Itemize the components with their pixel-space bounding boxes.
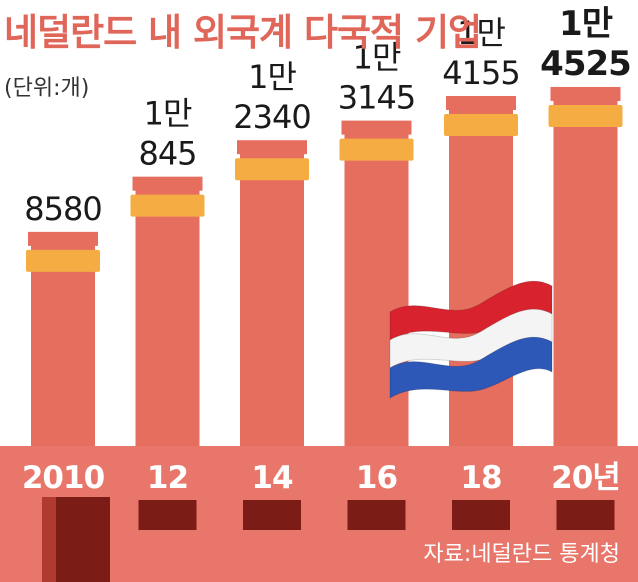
- chimney-bar: [553, 90, 618, 447]
- value-label: 4525: [540, 44, 631, 84]
- chimney-bar: [449, 99, 513, 448]
- factory-window: [243, 500, 301, 530]
- x-tick-label: 12: [147, 460, 188, 496]
- value-label: 1만: [248, 58, 296, 96]
- chimney-bar: [344, 124, 409, 447]
- chimney-cap: [132, 176, 203, 191]
- value-label: 4155: [442, 54, 519, 92]
- value-label: 1만: [353, 39, 401, 77]
- factory-window: [556, 500, 615, 530]
- flag-red-stripe: [389, 280, 553, 341]
- value-label: 1만: [457, 14, 505, 52]
- x-tick-label: 16: [356, 460, 397, 496]
- chimney-cap: [446, 95, 516, 110]
- chimney-cap: [341, 120, 412, 135]
- chimney-band: [130, 194, 205, 217]
- factory-window: [347, 500, 406, 530]
- value-label: 8580: [24, 190, 101, 228]
- factory-window: [452, 500, 510, 530]
- value-label: 1만: [559, 4, 613, 44]
- chimney-cap: [28, 231, 98, 246]
- x-tick-label: 18: [460, 460, 501, 496]
- factory-windows: [42, 497, 615, 582]
- x-tick-label: 14: [251, 460, 293, 496]
- chimney-band: [548, 104, 623, 127]
- value-label: 3145: [338, 79, 415, 117]
- chimney-band: [444, 113, 518, 136]
- chimney-bar: [240, 144, 304, 447]
- chimney-cap: [237, 140, 307, 155]
- flag-blue-stripe: [389, 336, 553, 399]
- chimney-bar: [135, 180, 200, 447]
- unit-label: (단위:개): [4, 76, 90, 101]
- netherlands-flag-icon: [389, 280, 553, 399]
- factory-side-wall: [42, 497, 56, 582]
- chimney-bars: [26, 86, 623, 448]
- x-tick-label: 20년: [551, 460, 620, 496]
- value-label: 1만: [144, 95, 192, 133]
- chimney-cap: [550, 86, 621, 101]
- factory-window: [138, 500, 197, 530]
- value-label: 845: [138, 135, 196, 173]
- value-label: 2340: [233, 98, 310, 136]
- source-label: 자료:네덜란드 통계청: [423, 542, 620, 567]
- chimney-band: [339, 138, 414, 161]
- chimney-band: [26, 249, 100, 272]
- x-tick-label: 2010: [22, 460, 105, 496]
- chart-title: 네덜란드 내 외국계 다국적 기업: [4, 11, 482, 54]
- x-axis-labels: 2010 12 14 16 18 20년: [22, 460, 621, 496]
- chimney-band: [235, 158, 309, 181]
- flag-white-stripe: [389, 308, 553, 369]
